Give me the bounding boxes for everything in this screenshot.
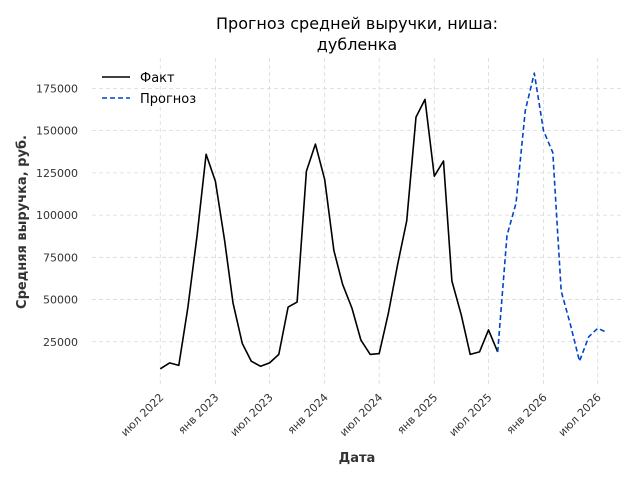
y-tick-label: 25000 bbox=[43, 336, 78, 349]
y-tick-label: 75000 bbox=[43, 251, 78, 264]
tick-labels: 25000 50000 75000 100000 125000 150000 175000 и… bbox=[36, 82, 604, 439]
x-tick-label: июл 2022 bbox=[118, 391, 166, 439]
x-tick-label: июл 2023 bbox=[228, 391, 276, 439]
x-tick-label: янв 2023 bbox=[176, 391, 222, 437]
series-line-forecast bbox=[496, 72, 608, 363]
series-lines bbox=[159, 72, 608, 370]
series-line-fact bbox=[159, 98, 499, 370]
x-tick-label: янв 2025 bbox=[395, 391, 441, 437]
legend-label-fact: Факт bbox=[140, 71, 175, 86]
legend: Факт Прогноз bbox=[102, 71, 196, 107]
chart-title-line-2: дубленка bbox=[317, 35, 397, 54]
x-tick-label: июл 2025 bbox=[447, 391, 495, 439]
y-tick-label: 100000 bbox=[36, 209, 78, 222]
legend-label-forecast: Прогноз bbox=[140, 92, 196, 107]
grid bbox=[92, 58, 622, 384]
y-tick-label: 125000 bbox=[36, 167, 78, 180]
y-axis-label: Средняя выручка, руб. bbox=[15, 135, 30, 309]
x-tick-label: июл 2024 bbox=[337, 391, 385, 439]
x-tick-label: янв 2026 bbox=[504, 391, 550, 437]
x-axis-label: Дата bbox=[339, 451, 376, 466]
y-tick-label: 150000 bbox=[36, 125, 78, 138]
chart-title-line-1: Прогноз средней выручки, ниша: bbox=[216, 14, 498, 33]
y-tick-label: 50000 bbox=[43, 294, 78, 307]
y-tick-label: 175000 bbox=[36, 82, 78, 95]
x-tick-label: июл 2026 bbox=[556, 391, 604, 439]
x-tick-label: янв 2024 bbox=[285, 391, 331, 437]
